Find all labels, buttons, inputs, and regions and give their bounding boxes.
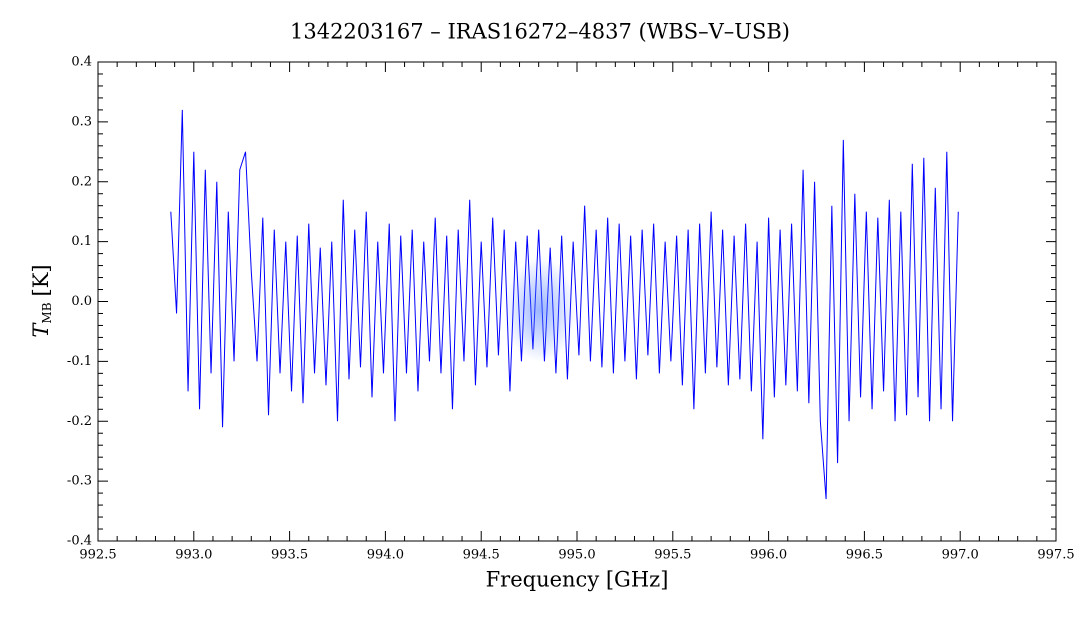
x-tick-label: 994.0 xyxy=(367,548,404,563)
y-tick-label: 0.0 xyxy=(71,294,92,309)
x-tick-label: 994.5 xyxy=(463,548,500,563)
y-tick-label: 0.2 xyxy=(71,174,92,189)
y-axis-label-unit: [K] xyxy=(29,264,53,296)
x-tick-label: 997.5 xyxy=(1037,548,1074,563)
x-tick-label: 996.5 xyxy=(846,548,883,563)
y-axis-label: TMB [K] xyxy=(29,264,54,337)
x-tick-label: 996.0 xyxy=(750,548,787,563)
y-tick-label: -0.1 xyxy=(67,354,92,369)
plot-area xyxy=(170,109,959,500)
x-tick-label: 995.5 xyxy=(654,548,691,563)
y-tick-label: 0.1 xyxy=(71,234,92,249)
highlight-blob xyxy=(504,258,576,362)
x-tick-label: 995.0 xyxy=(558,548,595,563)
y-tick-label: 0.3 xyxy=(71,114,92,129)
x-axis-label: Frequency [GHz] xyxy=(486,568,669,592)
x-tick-label: 992.5 xyxy=(79,548,116,563)
x-tick-label: 993.0 xyxy=(175,548,212,563)
plot-frame xyxy=(97,61,1057,542)
y-tick-label: -0.4 xyxy=(67,534,92,549)
chart-title: 1342203167 – IRAS16272–4837 (WBS–V–USB) xyxy=(290,20,790,44)
x-tick-label: 997.0 xyxy=(942,548,979,563)
y-axis-label-main: T xyxy=(29,322,53,338)
y-tick-label: 0.4 xyxy=(71,55,92,70)
y-axis-label-sub: MB xyxy=(40,302,54,323)
x-tick-label: 993.5 xyxy=(271,548,308,563)
y-tick-label: -0.3 xyxy=(67,474,92,489)
y-tick-label: -0.2 xyxy=(67,414,92,429)
